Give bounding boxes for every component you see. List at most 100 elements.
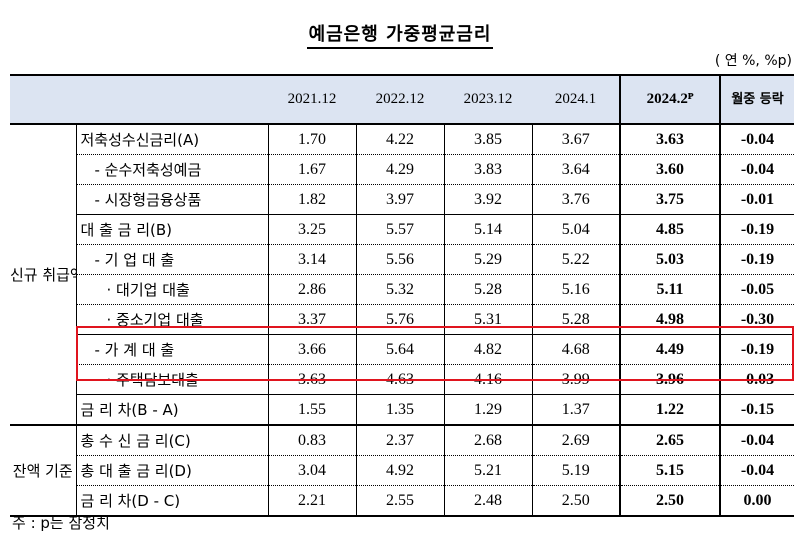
- cell-value: 3.25: [268, 214, 357, 245]
- cell-value: 4.92: [356, 455, 445, 486]
- cell-change: 0.00: [720, 485, 794, 517]
- row-label: 저축성수신금리(A): [76, 124, 269, 155]
- cell-value: 3.67: [532, 124, 621, 155]
- cell-change: -0.30: [720, 304, 794, 335]
- table-row: 대 출 금 리(B) 3.25 5.57 5.14 5.04 4.85 -0.19: [10, 214, 794, 245]
- cell-value: 5.76: [356, 304, 445, 335]
- row-label: 대 출 금 리(B): [76, 214, 269, 245]
- cell-value: 1.67: [268, 154, 357, 185]
- row-label: 총 수 신 금 리(C): [76, 425, 269, 456]
- cell-change: -0.04: [720, 455, 794, 486]
- row-label: · 대기업 대출: [76, 274, 269, 305]
- table-row: - 시장형금융상품 1.82 3.97 3.92 3.76 3.75 -0.01: [10, 184, 794, 215]
- cell-value: 2.86: [268, 274, 357, 305]
- cell-value: 5.22: [532, 244, 621, 275]
- cell-change: -0.04: [720, 154, 794, 185]
- cell-change: -0.04: [720, 124, 794, 155]
- cell-current: 3.75: [619, 184, 721, 215]
- table-row: · 대기업 대출 2.86 5.32 5.28 5.16 5.11 -0.05: [10, 274, 794, 305]
- cell-change: -0.19: [720, 214, 794, 245]
- cell-value: 1.82: [268, 184, 357, 215]
- cell-value: 4.29: [356, 154, 445, 185]
- cell-change: -0.19: [720, 334, 794, 365]
- cell-change: -0.01: [720, 184, 794, 215]
- table-row: 신규 취급액 기준저축성수신금리(A)1.704.223.853.673.63-…: [10, 124, 794, 426]
- table-row: 금 리 차(D - C) 2.21 2.55 2.48 2.50 2.50 0.00: [10, 485, 794, 517]
- row-label: - 가 계 대 출: [76, 334, 269, 365]
- cell-change: -0.05: [720, 274, 794, 305]
- header-col: 2021.12: [268, 74, 356, 125]
- cell-value: 5.32: [356, 274, 445, 305]
- cell-current: 1.22: [619, 394, 721, 426]
- header-blank: [10, 74, 268, 125]
- row-label: - 시장형금융상품: [76, 184, 269, 215]
- header-current: 2024.2ᴾ: [619, 74, 721, 125]
- cell-value: 5.56: [356, 244, 445, 275]
- cell-value: 5.57: [356, 214, 445, 245]
- cell-value: 0.83: [268, 425, 357, 456]
- row-label: - 순수저축성예금: [76, 154, 269, 185]
- cell-value: 2.37: [356, 425, 445, 456]
- cell-value: 1.37: [532, 394, 621, 426]
- cell-value: 5.04: [532, 214, 621, 245]
- cell-value: 3.85: [444, 124, 533, 155]
- cell-value: 5.64: [356, 334, 445, 365]
- cell-value: 5.14: [444, 214, 533, 245]
- cell-value: 3.92: [444, 184, 533, 215]
- cell-current: 4.98: [619, 304, 721, 335]
- cell-value: 5.16: [532, 274, 621, 305]
- cell-value: 2.55: [356, 485, 445, 517]
- cell-value: 3.97: [356, 184, 445, 215]
- cell-value: 5.29: [444, 244, 533, 275]
- row-label: 금 리 차(B - A): [76, 394, 269, 426]
- cell-value: 1.35: [356, 394, 445, 426]
- cell-value: 5.21: [444, 455, 533, 486]
- cell-value: 2.48: [444, 485, 533, 517]
- cell-current: 2.65: [619, 425, 721, 456]
- table-row: - 순수저축성예금 1.67 4.29 3.83 3.64 3.60 -0.04: [10, 154, 794, 185]
- cell-current: 5.03: [619, 244, 721, 275]
- cell-value: 2.69: [532, 425, 621, 456]
- header-row: 2021.12 2022.12 2023.12 2024.1 2024.2ᴾ 월…: [10, 74, 794, 125]
- unit-label: ( 연 %, %p): [714, 53, 792, 69]
- cell-value: 2.68: [444, 425, 533, 456]
- cell-value: 3.99: [532, 364, 621, 395]
- cell-value: 2.21: [268, 485, 357, 517]
- cell-value: 4.16: [444, 364, 533, 395]
- header-col: 2023.12: [444, 74, 532, 125]
- cell-current: 5.11: [619, 274, 721, 305]
- cell-value: 1.70: [268, 124, 357, 155]
- cell-change: -0.03: [720, 364, 794, 395]
- table-row: - 기 업 대 출 3.14 5.56 5.29 5.22 5.03 -0.19: [10, 244, 794, 275]
- cell-value: 1.29: [444, 394, 533, 426]
- cell-value: 4.82: [444, 334, 533, 365]
- cell-current: 3.60: [619, 154, 721, 185]
- cell-current: 3.63: [619, 124, 721, 155]
- row-label: · 중소기업 대출: [76, 304, 269, 335]
- table-row: 금 리 차(B - A) 1.55 1.35 1.29 1.37 1.22 -0.15: [10, 394, 794, 426]
- cell-value: 5.28: [444, 274, 533, 305]
- cell-current: 4.49: [619, 334, 721, 365]
- cell-value: 2.50: [532, 485, 621, 517]
- table-row: 잔액 기준 총 수 신 금 리(C) 0.83 2.37 2.68 2.69 2.65 -0.…: [10, 425, 794, 517]
- rates-table: 2021.12 2022.12 2023.12 2024.1 2024.2ᴾ 월…: [10, 74, 794, 517]
- cell-value: 3.63: [268, 364, 357, 395]
- table-row: 총 대 출 금 리(D) 3.04 4.92 5.21 5.19 5.15 -0.04: [10, 455, 794, 486]
- title-text: 예금은행 가중평균금리: [306, 24, 494, 49]
- cell-current: 3.96: [619, 364, 721, 395]
- cell-value: 5.19: [532, 455, 621, 486]
- cell-value: 1.55: [268, 394, 357, 426]
- cell-value: 3.37: [268, 304, 357, 335]
- cell-change: -0.19: [720, 244, 794, 275]
- row-label: 금 리 차(D - C): [76, 485, 269, 517]
- cell-value: 3.83: [444, 154, 533, 185]
- cell-value: 3.14: [268, 244, 357, 275]
- cell-value: 3.04: [268, 455, 357, 486]
- footnote: 주 : p는 잠정치: [12, 514, 110, 532]
- cell-value: 4.63: [356, 364, 445, 395]
- group-new: 신규 취급액 기준: [10, 124, 77, 426]
- header-change: 월중 등락: [720, 74, 794, 125]
- header-col: 2024.1: [532, 74, 620, 125]
- cell-change: -0.04: [720, 425, 794, 456]
- header-col: 2022.12: [356, 74, 444, 125]
